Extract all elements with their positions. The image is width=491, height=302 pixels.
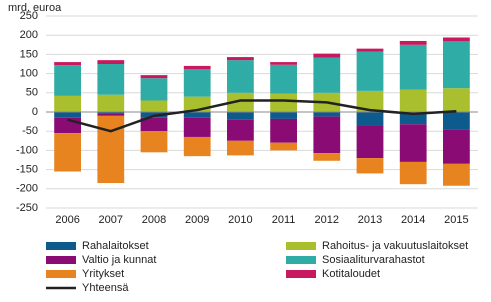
bar-segment [140, 117, 168, 132]
bar-segment [399, 112, 427, 125]
bar-segment [227, 60, 254, 93]
bar-segment [270, 62, 297, 65]
legend-swatch [286, 256, 316, 264]
bar-segment [97, 115, 125, 184]
x-tick-label: 2011 [272, 214, 296, 226]
bar-segment [183, 65, 211, 69]
legend-label: Rahalaitokset [82, 240, 149, 252]
bar-segment [443, 112, 470, 130]
bar-segment [356, 125, 384, 159]
bar-segment [270, 118, 297, 143]
y-tick-label: 250 [20, 10, 38, 22]
bar-segment [313, 57, 341, 93]
bar-segment [140, 131, 168, 153]
bar-segment [399, 124, 427, 162]
bar-segment [356, 158, 384, 174]
legend-swatch [46, 256, 76, 264]
bar-segment [140, 75, 168, 79]
bar-segment [183, 112, 211, 118]
bar-segment [140, 100, 168, 112]
legend-label: Valtio ja kunnat [82, 254, 156, 266]
bar-segment [356, 51, 384, 91]
bar-segment [183, 136, 211, 157]
y-tick-label: -250 [16, 202, 38, 214]
x-tick-label: 2007 [99, 214, 123, 226]
bar-segment [399, 40, 427, 45]
bar-segment [227, 140, 254, 156]
bar-segment [227, 92, 254, 112]
bar-segment [356, 112, 384, 126]
bar-segment [399, 44, 427, 90]
bar-segment [97, 64, 125, 95]
bar-segment [140, 78, 168, 101]
bar-segment [54, 65, 81, 96]
bar-segment [183, 68, 211, 97]
bar-segment [97, 112, 125, 114]
bar-segment [399, 89, 427, 112]
bar-segment [313, 53, 341, 58]
legend-label: Yritykset [82, 268, 124, 280]
x-tick-label: 2008 [142, 214, 166, 226]
y-tick-label: -100 [16, 144, 38, 156]
bar-segment [443, 41, 470, 89]
bar-segment [313, 112, 341, 117]
y-tick-label: 50 [26, 87, 38, 99]
legend-swatch [46, 242, 76, 250]
legend-label: Sosiaaliturvarahastot [322, 254, 425, 266]
bar-segment [270, 64, 297, 94]
legend-swatch [286, 242, 316, 250]
legend-label: Yhteensä [82, 282, 129, 294]
y-tick-label: -200 [16, 183, 38, 195]
bar-segment [227, 119, 254, 141]
y-axis-label: mrd. euroa [8, 2, 62, 14]
bar-segment [443, 163, 470, 186]
bar-segment [97, 113, 125, 116]
x-tick-label: 2013 [358, 214, 382, 226]
bar-segment [443, 37, 470, 42]
x-tick-label: 2015 [444, 214, 468, 226]
y-tick-label: 200 [20, 29, 38, 41]
y-tick-label: 100 [20, 68, 38, 80]
bar-segment [443, 88, 470, 112]
bar-segment [54, 95, 81, 112]
bar-segment [270, 93, 297, 112]
y-tick-label: -50 [22, 125, 38, 137]
bar-segment [97, 94, 125, 112]
bar-segment [356, 90, 384, 112]
bar-segment [54, 62, 81, 66]
bar-segment [97, 60, 125, 64]
x-tick-label: 2014 [401, 214, 425, 226]
legend-swatch [46, 270, 76, 278]
bar-segment [54, 112, 81, 118]
total-line [67, 99, 457, 133]
legend-swatch [286, 270, 316, 278]
x-tick-label: 2006 [55, 214, 79, 226]
x-tick-label: 2012 [315, 214, 339, 226]
bar-segment [54, 133, 81, 172]
bar-segment [399, 161, 427, 185]
legend-label: Rahoitus- ja vakuutuslaitokset [322, 240, 468, 252]
bar-segment [443, 129, 470, 164]
bar-segment [183, 117, 211, 137]
x-tick-label: 2009 [185, 214, 209, 226]
y-tick-label: 0 [32, 106, 38, 118]
legend-label: Kotitaloudet [322, 268, 380, 280]
bar-segment [227, 112, 254, 120]
bar-segment [270, 142, 297, 151]
y-tick-label: 150 [20, 48, 38, 60]
x-tick-label: 2010 [228, 214, 252, 226]
y-tick-label: -150 [16, 164, 38, 176]
bar-segment [227, 57, 254, 61]
bar-segment [270, 112, 297, 119]
bar-segment [356, 48, 384, 52]
bar-segment [313, 153, 341, 161]
bar-segment [313, 116, 341, 154]
